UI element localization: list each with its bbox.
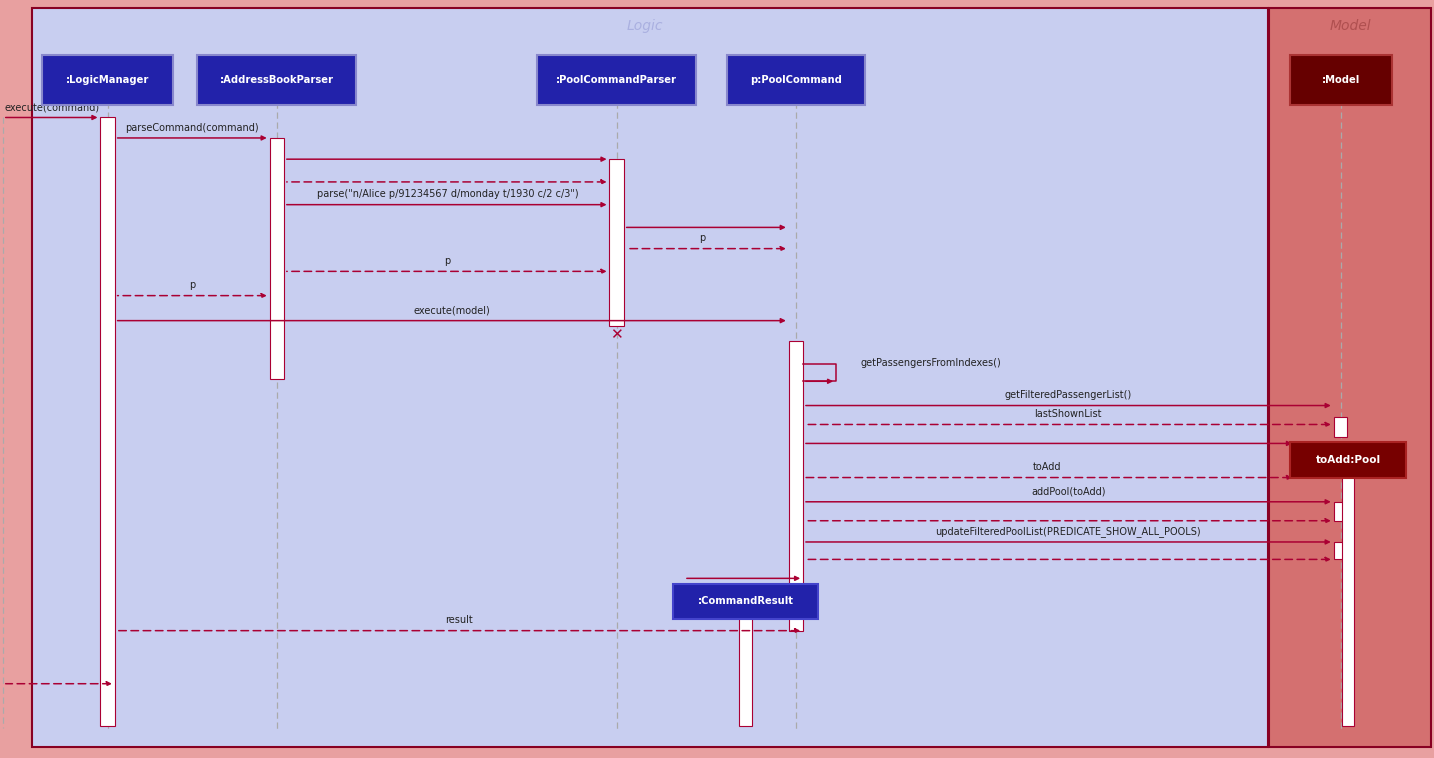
Text: p:PoolCommand: p:PoolCommand: [750, 74, 842, 85]
Text: execute(model): execute(model): [413, 305, 490, 315]
Text: parseCommand(command): parseCommand(command): [125, 123, 260, 133]
Text: execute(command): execute(command): [4, 102, 99, 112]
Text: parse("n/Alice p/91234567 d/monday t/1930 c/2 c/3"): parse("n/Alice p/91234567 d/monday t/193…: [317, 190, 578, 199]
Text: :LogicManager: :LogicManager: [66, 74, 149, 85]
Text: lastShownList: lastShownList: [1034, 409, 1103, 419]
Text: result: result: [445, 615, 473, 625]
FancyBboxPatch shape: [1291, 442, 1405, 478]
FancyBboxPatch shape: [32, 8, 1268, 747]
Text: p: p: [445, 256, 450, 266]
Text: :CommandResult: :CommandResult: [698, 596, 793, 606]
FancyBboxPatch shape: [1335, 502, 1348, 521]
FancyBboxPatch shape: [727, 55, 865, 105]
FancyBboxPatch shape: [740, 616, 753, 726]
Text: Logic: Logic: [627, 19, 664, 33]
Text: addPool(toAdd): addPool(toAdd): [1031, 487, 1106, 496]
FancyBboxPatch shape: [1342, 476, 1354, 726]
FancyBboxPatch shape: [1291, 55, 1391, 105]
Text: toAdd: toAdd: [1032, 462, 1061, 472]
Text: p: p: [189, 280, 195, 290]
Text: :AddressBookParser: :AddressBookParser: [219, 74, 334, 85]
Text: getFilteredPassengerList(): getFilteredPassengerList(): [1005, 390, 1131, 400]
FancyBboxPatch shape: [270, 138, 284, 379]
Text: getPassengersFromIndexes(): getPassengersFromIndexes(): [860, 358, 1001, 368]
Text: Model: Model: [1329, 19, 1372, 33]
FancyBboxPatch shape: [536, 55, 697, 105]
Text: ✕: ✕: [611, 327, 622, 343]
FancyBboxPatch shape: [100, 117, 115, 726]
FancyBboxPatch shape: [789, 341, 803, 631]
FancyBboxPatch shape: [1335, 417, 1348, 437]
Text: updateFilteredPoolList(PREDICATE_SHOW_ALL_POOLS): updateFilteredPoolList(PREDICATE_SHOW_AL…: [935, 526, 1202, 537]
FancyBboxPatch shape: [674, 584, 817, 619]
FancyBboxPatch shape: [42, 55, 174, 105]
Text: p: p: [700, 233, 706, 243]
Text: :PoolCommandParser: :PoolCommandParser: [556, 74, 677, 85]
FancyBboxPatch shape: [609, 159, 624, 326]
FancyBboxPatch shape: [1269, 8, 1431, 747]
FancyBboxPatch shape: [1335, 542, 1348, 559]
Text: :Model: :Model: [1322, 74, 1359, 85]
FancyBboxPatch shape: [198, 55, 356, 105]
Text: toAdd:Pool: toAdd:Pool: [1315, 455, 1381, 465]
